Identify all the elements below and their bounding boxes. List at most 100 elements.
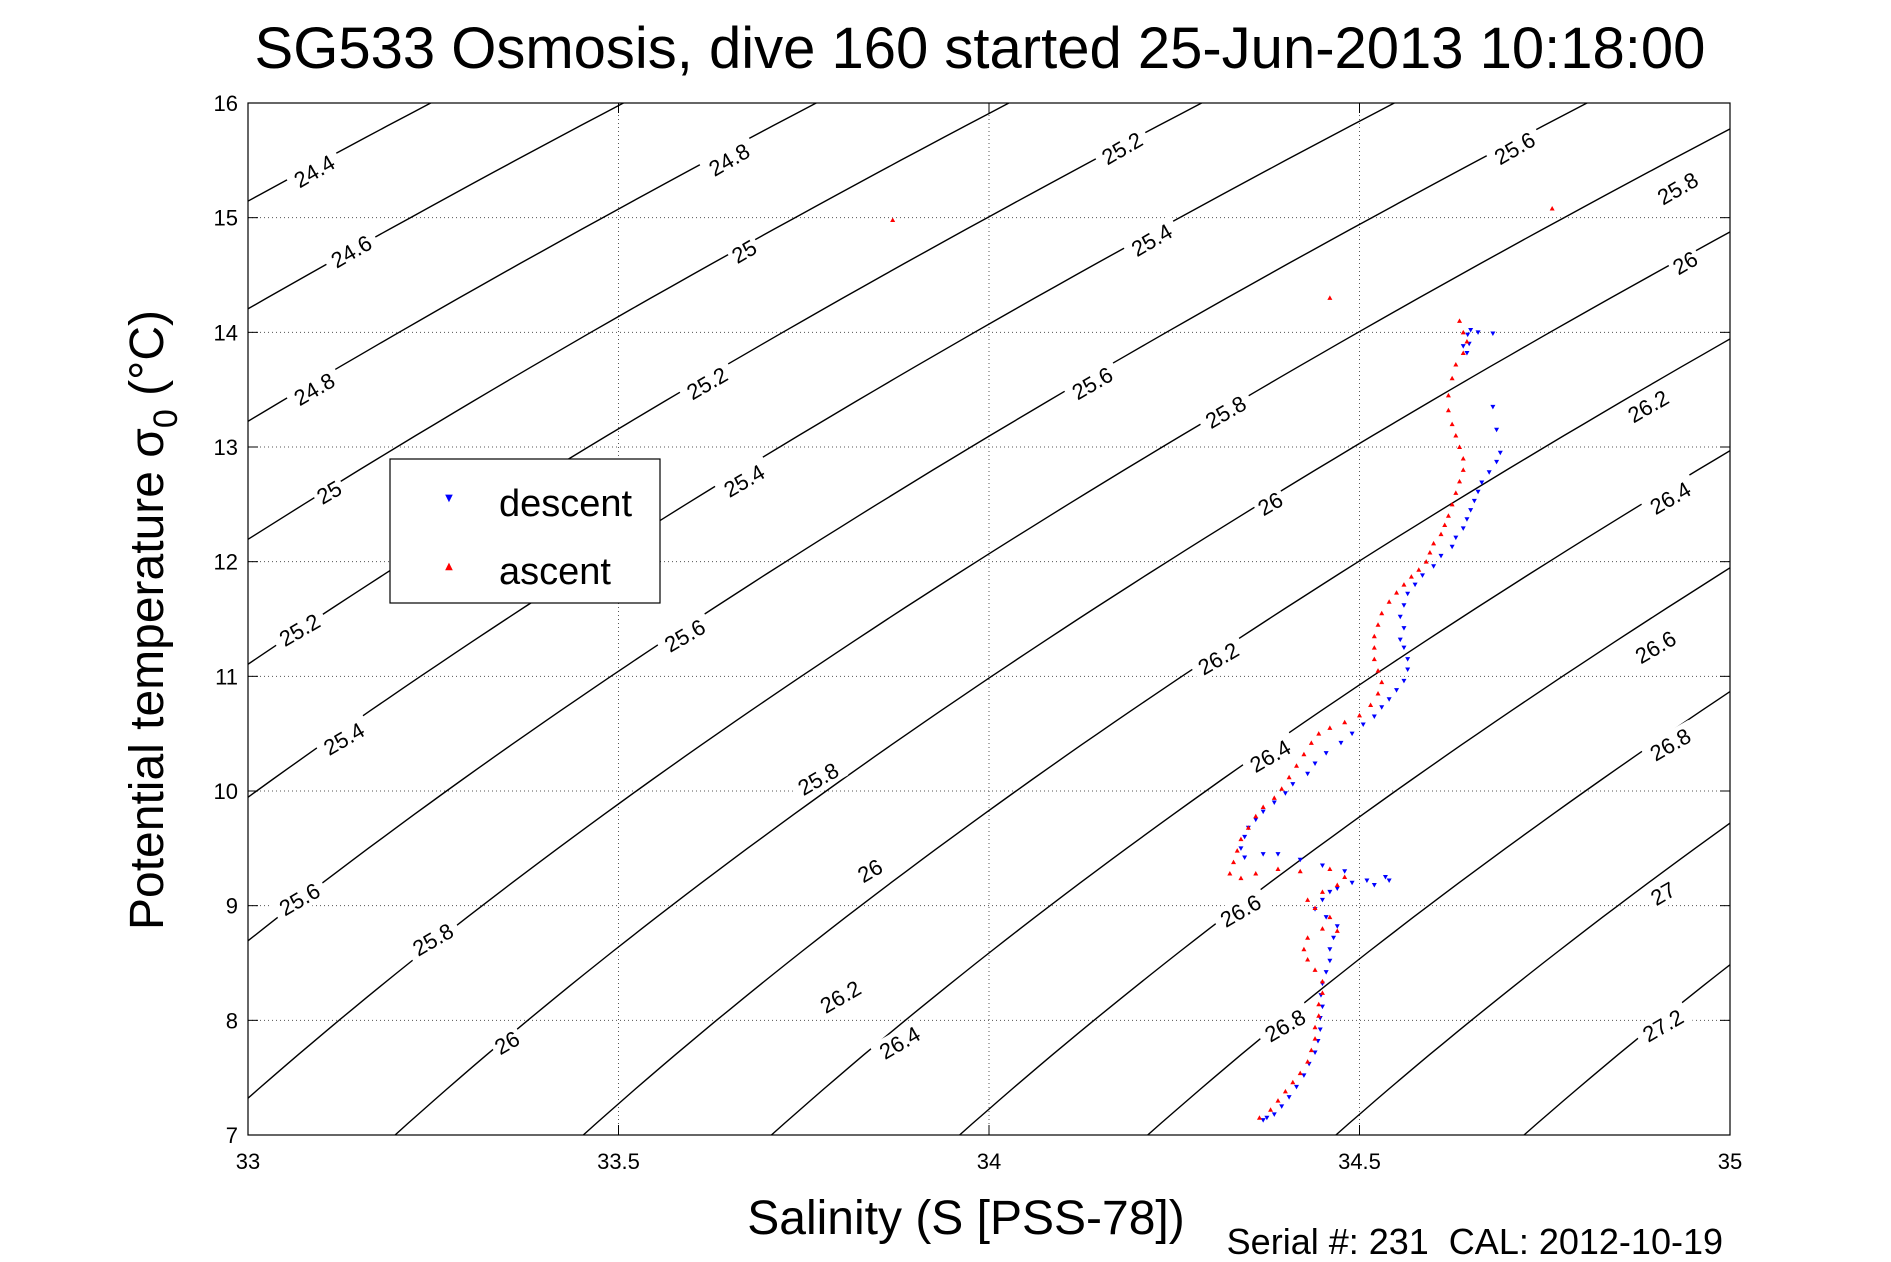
- contour-label: 25.8: [402, 914, 464, 964]
- contour-label-backing: [309, 473, 349, 511]
- density-contour-line: [248, 103, 818, 423]
- contour-label: 24.8: [698, 135, 760, 184]
- legend-marker-descent: ▼: [445, 493, 453, 504]
- y-axis-label-unit: (°C): [121, 310, 174, 409]
- point-descent: [1405, 657, 1411, 662]
- axis-ticks: 33 33.5 34 34.5 35 7 8 9 10 11 12 13 14 15 16: [214, 91, 1743, 1174]
- point-descent: [1490, 404, 1496, 410]
- point-ascent: [1238, 875, 1244, 881]
- point-descent: [1386, 878, 1392, 883]
- point-descent: [1405, 667, 1411, 672]
- point-ascent: [1305, 935, 1311, 940]
- contour-label-backing: [1625, 622, 1686, 672]
- point-descent: [1379, 705, 1385, 710]
- point-ascent: [1327, 914, 1333, 920]
- contour-label-backing: [698, 135, 760, 184]
- point-ascent: [1394, 590, 1400, 595]
- point-descent: [1290, 782, 1296, 787]
- point-ascent: [1342, 874, 1348, 879]
- density-contour-line: [248, 103, 625, 310]
- contour-label: 25.6: [1061, 358, 1123, 408]
- point-ascent: [1301, 946, 1307, 952]
- point-ascent: [1453, 433, 1459, 438]
- point-ascent: [1312, 967, 1318, 972]
- point-ascent: [1457, 318, 1463, 323]
- point-ascent: [1316, 731, 1322, 736]
- data-series: [890, 205, 1555, 1123]
- y-axis-label-subscript: 0: [147, 409, 185, 428]
- point-ascent: [1275, 1098, 1281, 1103]
- point-ascent: [1319, 889, 1325, 894]
- point-descent: [1479, 480, 1485, 486]
- point-ascent: [1245, 825, 1251, 830]
- point-descent: [1323, 915, 1329, 920]
- point-ascent: [1445, 392, 1451, 398]
- density-contour-line: [1146, 690, 1730, 1135]
- density-contour-line: [248, 128, 1730, 1100]
- point-ascent: [1371, 633, 1377, 639]
- point-descent: [1253, 817, 1259, 823]
- point-ascent: [1445, 407, 1451, 413]
- contour-label: 26.4: [1239, 731, 1301, 781]
- point-descent: [1401, 678, 1407, 684]
- y-tick-label: 11: [215, 664, 238, 689]
- point-ascent: [1457, 444, 1463, 449]
- point-descent: [1275, 852, 1281, 857]
- point-descent: [1394, 688, 1400, 693]
- point-descent: [1242, 834, 1248, 840]
- point-ascent: [1386, 599, 1392, 604]
- x-axis-label: Salinity (S [PSS-78]): [747, 1192, 1184, 1245]
- contour-label: 26.4: [869, 1018, 930, 1067]
- density-contour-line: [248, 103, 433, 202]
- point-descent: [1431, 564, 1437, 569]
- point-descent: [1494, 427, 1500, 433]
- series-descent: [1238, 328, 1503, 1123]
- point-descent: [1338, 740, 1344, 746]
- contour-label: 25.2: [676, 358, 738, 408]
- y-axis-label-main: Potential temperature σ: [121, 428, 174, 930]
- point-descent: [1323, 751, 1329, 756]
- contour-label-backing: [713, 456, 775, 505]
- x-tick-label: 34.5: [1338, 1149, 1381, 1174]
- y-tick-label: 13: [214, 435, 238, 460]
- contour-label-backing: [1484, 123, 1545, 173]
- point-ascent: [1238, 836, 1244, 842]
- point-ascent: [1253, 813, 1259, 819]
- point-descent: [1349, 731, 1355, 737]
- x-tick-label: 35: [1718, 1149, 1742, 1174]
- y-tick-label: 7: [226, 1123, 238, 1148]
- point-descent: [1317, 1027, 1323, 1033]
- contour-label-backing: [1239, 731, 1301, 781]
- contour-label-backing: [402, 914, 464, 964]
- point-ascent: [1312, 1036, 1318, 1041]
- contour-label: 25.6: [269, 874, 330, 924]
- point-descent: [1486, 470, 1492, 475]
- point-ascent: [1449, 421, 1455, 427]
- point-descent: [1319, 863, 1325, 869]
- contour-label: 26: [1665, 244, 1705, 281]
- point-descent: [1360, 722, 1366, 727]
- point-ascent: [1371, 656, 1377, 662]
- y-tick-label: 9: [226, 894, 238, 919]
- contour-label-backing: [1639, 473, 1701, 523]
- point-ascent: [1231, 859, 1237, 865]
- point-descent: [1438, 553, 1444, 559]
- contour-label: 25.6: [654, 610, 715, 660]
- point-ascent: [1408, 574, 1414, 579]
- point-descent: [1397, 637, 1403, 643]
- point-descent: [1371, 714, 1377, 719]
- point-descent: [1397, 614, 1403, 620]
- point-descent: [1497, 450, 1503, 456]
- density-contour-line: [248, 103, 1011, 541]
- point-descent: [1449, 544, 1455, 550]
- point-descent: [1312, 761, 1318, 766]
- contour-label-backing: [1195, 387, 1256, 437]
- point-ascent: [1375, 622, 1381, 627]
- grid-lines: [248, 103, 1730, 1135]
- point-ascent: [1327, 295, 1333, 300]
- point-descent: [1471, 498, 1477, 504]
- point-descent: [1401, 645, 1407, 651]
- serial-cal-footer: Serial #: 231 CAL: 2012-10-19: [1227, 1221, 1723, 1262]
- point-ascent: [1460, 467, 1466, 472]
